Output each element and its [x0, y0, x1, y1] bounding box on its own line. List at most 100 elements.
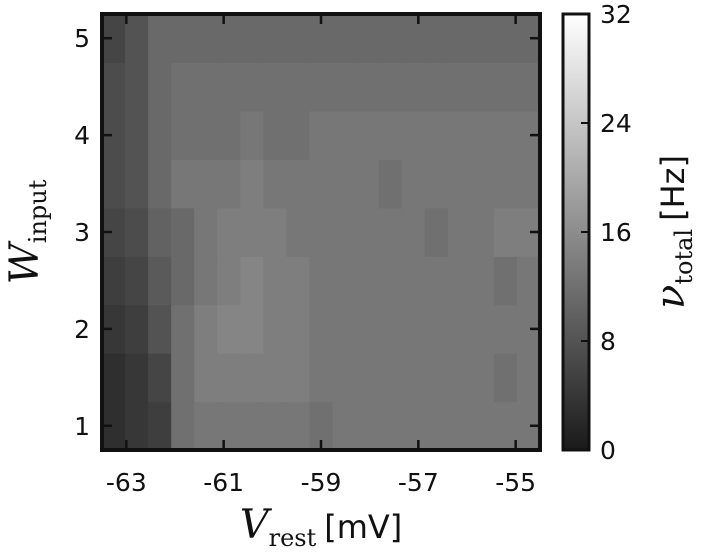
- heatmap-cell: [148, 207, 172, 257]
- heatmap-cell: [424, 110, 449, 160]
- heatmap-cell: [148, 159, 172, 209]
- y-axis-ticks: 1 2 3 4 5: [74, 24, 540, 441]
- heatmap-cell: [401, 256, 426, 306]
- heatmap-cell: [286, 256, 311, 306]
- heatmap-cell: [263, 110, 288, 160]
- colorbar-tick-label: 0: [600, 436, 616, 465]
- heatmap-cell: [424, 14, 449, 64]
- heatmap-cell: [401, 62, 426, 112]
- heatmap-cell: [240, 110, 264, 160]
- heatmap-cell: [263, 353, 288, 403]
- heatmap-cell: [470, 62, 495, 112]
- colorbar-tick-label: 32: [600, 0, 632, 29]
- y-tick-label: 5: [74, 24, 90, 53]
- heatmap-cell: [217, 207, 241, 257]
- heatmap-cell: [378, 207, 403, 257]
- heatmap-cell: [493, 256, 518, 306]
- heatmap-cell: [424, 62, 449, 112]
- colorbar-tick-label: 16: [600, 218, 632, 247]
- heatmap-cell: [447, 304, 472, 354]
- heatmap-cell: [194, 110, 218, 160]
- heatmap-cell: [516, 14, 541, 64]
- heatmap-cell: [447, 159, 472, 209]
- heatmap-cell: [217, 62, 241, 112]
- x-axis-ticks: -63 -61 -59 -57 -55: [106, 14, 536, 497]
- x-tick-label: -57: [398, 468, 439, 497]
- heatmap-cell: [102, 62, 126, 112]
- heatmap-cell: [493, 353, 518, 403]
- heatmap-cell: [217, 256, 241, 306]
- heatmap-cell: [171, 159, 195, 209]
- heatmap-cell: [102, 207, 126, 257]
- heatmap-cell: [470, 110, 495, 160]
- heatmap-cell: [332, 110, 357, 160]
- heatmap-cell: [125, 110, 149, 160]
- heatmap-cell: [332, 159, 357, 209]
- heatmap-cell: [493, 207, 518, 257]
- heatmap-cell: [309, 62, 334, 112]
- heatmap-cell: [424, 256, 449, 306]
- y-tick-label: 3: [74, 218, 90, 247]
- heatmap-cell: [102, 304, 126, 354]
- heatmap-cell: [332, 256, 357, 306]
- heatmap-cell: [171, 353, 195, 403]
- heatmap-cell: [171, 256, 195, 306]
- heatmap-cell: [332, 304, 357, 354]
- y-tick-label: 1: [74, 412, 90, 441]
- heatmap-cell: [401, 304, 426, 354]
- heatmap-cell: [516, 207, 541, 257]
- heatmap-cell: [355, 159, 380, 209]
- heatmap-cell: [125, 256, 149, 306]
- heatmap-cell: [125, 304, 149, 354]
- heatmap-cell: [355, 353, 380, 403]
- heatmap-cell: [148, 401, 172, 451]
- heatmap-cell: [516, 159, 541, 209]
- heatmap-cell: [217, 159, 241, 209]
- heatmap-cell: [125, 62, 149, 112]
- heatmap-cell: [263, 256, 288, 306]
- heatmap-cell: [240, 207, 264, 257]
- heatmap-cell: [286, 304, 311, 354]
- heatmap-cell: [125, 14, 149, 64]
- heatmap-cell: [309, 304, 334, 354]
- heatmap-cell: [286, 207, 311, 257]
- heatmap-cell: [194, 159, 218, 209]
- x-tick-label: -55: [495, 468, 536, 497]
- x-axis-label: Vrest [mV]: [240, 502, 403, 552]
- heatmap-cell: [470, 207, 495, 257]
- x-tick-label: -63: [106, 468, 147, 497]
- heatmap-cell: [217, 401, 241, 451]
- heatmap-cell: [102, 14, 126, 64]
- heatmap-cell: [378, 401, 403, 451]
- heatmap-cell: [378, 14, 403, 64]
- heatmap-cell: [263, 304, 288, 354]
- heatmap-cell: [332, 401, 357, 451]
- heatmap-cell: [424, 401, 449, 451]
- heatmap-cell: [171, 14, 195, 64]
- heatmap-cell: [309, 256, 334, 306]
- heatmap-cell: [125, 159, 149, 209]
- heatmap-cell: [424, 353, 449, 403]
- heatmap-cell: [263, 401, 288, 451]
- heatmap-cell: [355, 62, 380, 112]
- heatmap-cell: [378, 353, 403, 403]
- heatmap-cell: [447, 110, 472, 160]
- heatmap-cell: [401, 159, 426, 209]
- heatmap-cell: [148, 304, 172, 354]
- heatmap-cell: [309, 401, 334, 451]
- heatmap-cell: [401, 14, 426, 64]
- heatmap-cell: [447, 401, 472, 451]
- heatmap-cell: [217, 14, 241, 64]
- heatmap-cell: [171, 62, 195, 112]
- heatmap-cell: [148, 353, 172, 403]
- heatmap-cell: [309, 14, 334, 64]
- heatmap-cell: [493, 110, 518, 160]
- heatmap-cell: [378, 304, 403, 354]
- heatmap-cell: [332, 62, 357, 112]
- heatmap-cell: [401, 401, 426, 451]
- colorbar-label: νtotal[Hz]: [648, 155, 698, 309]
- heatmap-cell: [102, 159, 126, 209]
- heatmap-cell: [493, 159, 518, 209]
- heatmap-cell: [355, 207, 380, 257]
- heatmap-cell: [332, 207, 357, 257]
